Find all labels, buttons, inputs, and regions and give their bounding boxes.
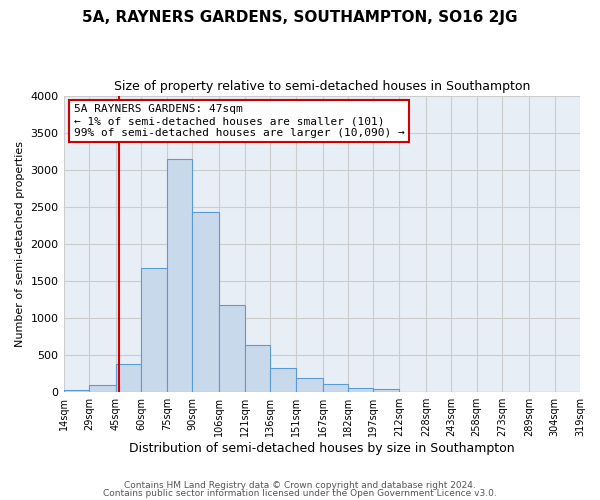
Y-axis label: Number of semi-detached properties: Number of semi-detached properties: [15, 141, 25, 347]
Bar: [373, 388, 399, 392]
Bar: [89, 385, 116, 392]
Bar: [323, 384, 348, 392]
Text: Contains public sector information licensed under the Open Government Licence v3: Contains public sector information licen…: [103, 488, 497, 498]
X-axis label: Distribution of semi-detached houses by size in Southampton: Distribution of semi-detached houses by …: [129, 442, 515, 455]
Text: Contains HM Land Registry data © Crown copyright and database right 2024.: Contains HM Land Registry data © Crown c…: [124, 481, 476, 490]
Title: Size of property relative to semi-detached houses in Southampton: Size of property relative to semi-detach…: [113, 80, 530, 93]
Bar: [296, 378, 323, 392]
Bar: [192, 212, 220, 392]
Bar: [142, 268, 167, 392]
Bar: [116, 364, 142, 392]
Bar: [270, 368, 296, 392]
Text: 5A RAYNERS GARDENS: 47sqm
← 1% of semi-detached houses are smaller (101)
99% of : 5A RAYNERS GARDENS: 47sqm ← 1% of semi-d…: [74, 104, 404, 138]
Bar: [348, 388, 373, 392]
Text: 5A, RAYNERS GARDENS, SOUTHAMPTON, SO16 2JG: 5A, RAYNERS GARDENS, SOUTHAMPTON, SO16 2…: [82, 10, 518, 25]
Bar: [64, 390, 89, 392]
Bar: [245, 344, 270, 392]
Bar: [220, 306, 245, 392]
Bar: [167, 158, 192, 392]
